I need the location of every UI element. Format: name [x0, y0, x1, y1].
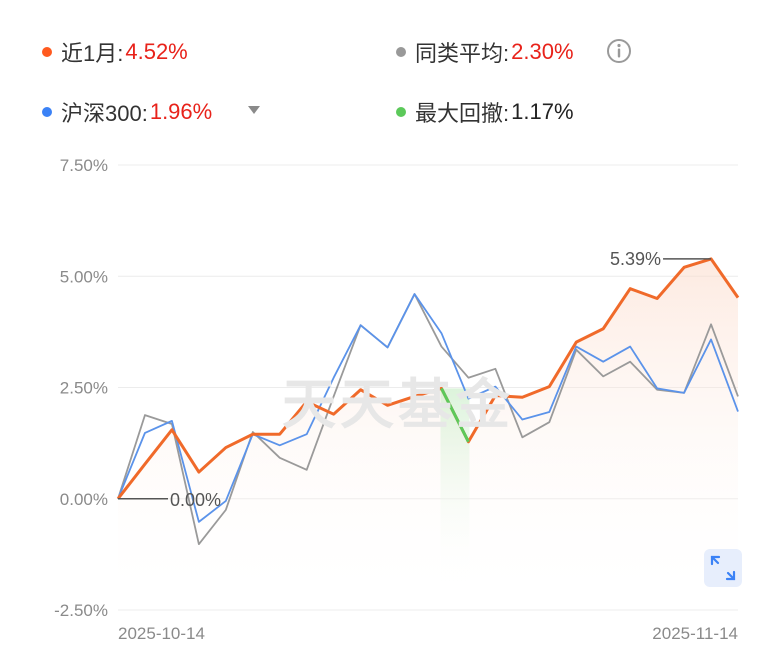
legend-category-avg[interactable]: 同类平均: 2.30% — [396, 36, 574, 68]
y-tick-label: 2.50% — [60, 379, 108, 398]
y-tick-label: 7.50% — [60, 156, 108, 175]
y-tick-label: -2.50% — [54, 601, 108, 620]
max-drawdown-dot — [396, 107, 406, 117]
category-avg-dot — [396, 47, 406, 57]
legend-fund-label: 近1月: — [61, 41, 124, 66]
legend-fund[interactable]: 近1月: 4.52% — [42, 36, 188, 68]
legend-fund-value: 4.52% — [125, 39, 188, 64]
info-icon[interactable] — [606, 38, 632, 64]
y-tick-label: 5.00% — [60, 267, 108, 286]
series-line-fund — [116, 257, 740, 500]
expand-button[interactable] — [704, 549, 742, 587]
fund-area-fill — [118, 258, 738, 610]
legend-max-drawdown[interactable]: 最大回撤: 1.17% — [396, 96, 574, 128]
benchmark-dot — [42, 107, 52, 117]
caret-down-icon[interactable] — [246, 104, 262, 116]
legend-benchmark[interactable]: 沪深300: 1.96% — [42, 96, 212, 128]
legend-max-drawdown-value: 1.17% — [511, 99, 574, 124]
x-start-date: 2025-10-14 — [118, 624, 205, 643]
fund-dot — [42, 47, 52, 57]
legend-category-avg-value: 2.30% — [511, 39, 574, 64]
x-end-date: 2025-11-14 — [652, 624, 738, 643]
y-tick-label: 0.00% — [60, 490, 108, 509]
legend-benchmark-value: 1.96% — [149, 99, 213, 124]
max-value-label: 5.39% — [610, 249, 661, 269]
chart-annotations: 5.39% 0.00% — [118, 249, 712, 510]
drawdown-band — [440, 388, 470, 588]
series-line-category-avg — [117, 293, 739, 546]
legend-max-drawdown-label: 最大回撤: — [415, 101, 510, 126]
expand-icon — [710, 555, 736, 581]
legend-benchmark-label: 沪深300: — [61, 101, 148, 126]
series-line-benchmark — [117, 293, 739, 523]
y-axis-ticks: 7.50% 5.00% 2.50% 0.00% -2.50% — [54, 156, 108, 620]
drawdown-segment — [440, 387, 470, 443]
series-lines — [116, 257, 740, 546]
zero-value-label: 0.00% — [170, 490, 221, 510]
legend-category-avg-label: 同类平均: — [415, 41, 510, 66]
